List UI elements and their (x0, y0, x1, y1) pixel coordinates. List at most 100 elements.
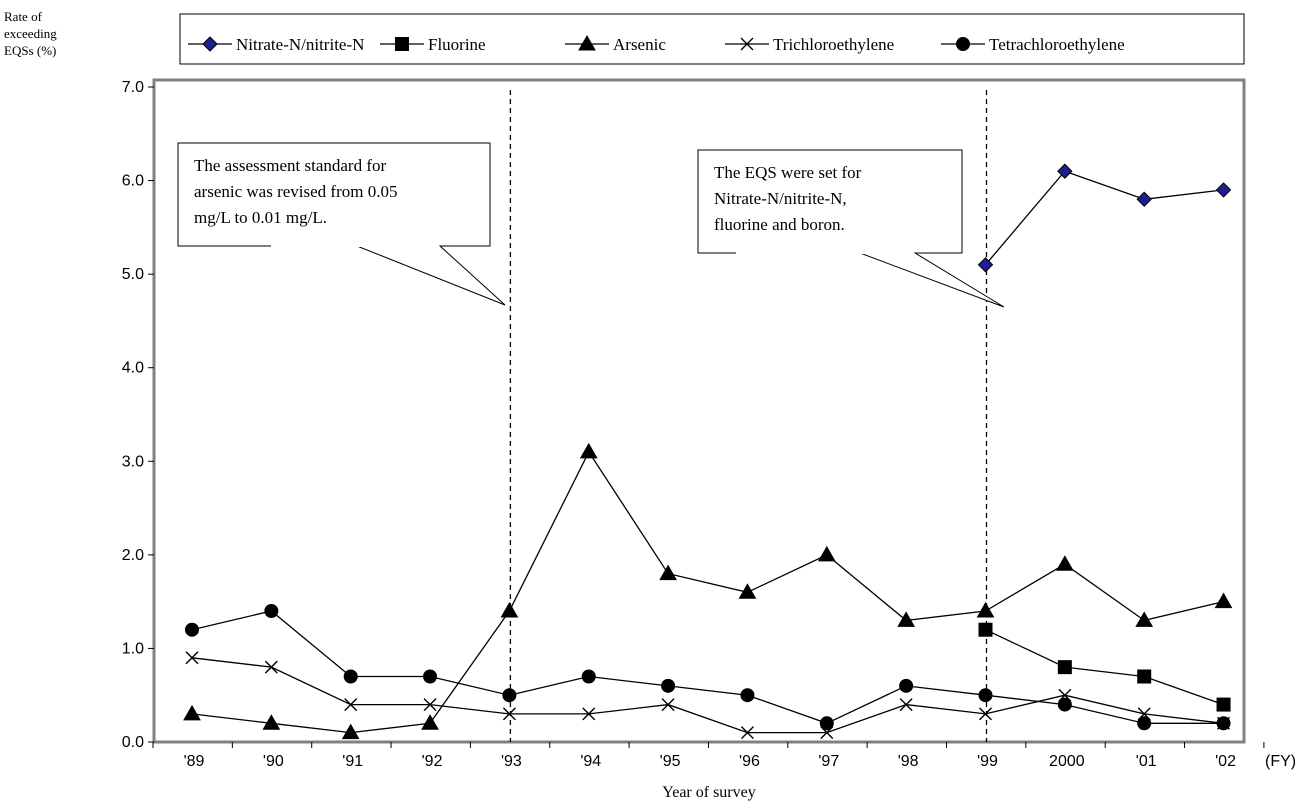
x-tick-label: '97 (818, 753, 839, 770)
y-axis: 0.0 1.0 2.0 3.0 4.0 5.0 6.0 7.0 (122, 79, 154, 751)
data-point (581, 669, 596, 684)
data-point (978, 688, 993, 703)
data-point (423, 669, 438, 684)
legend-item: Trichloroethylene (725, 35, 894, 54)
data-point (1215, 182, 1232, 198)
data-point (976, 601, 995, 618)
data-point (1137, 716, 1152, 731)
legend-items: Nitrate-N/nitrite-N Fluorine Arsenic Trichl… (188, 34, 1125, 54)
legend: Nitrate-N/nitrite-N Fluorine Arsenic Trichl… (179, 13, 1245, 65)
x-axis: '89 '90 '91 '92 '93 '94 '95 '96 '97 '98 '99 2000 '01… (152, 742, 1265, 770)
annotation-text-line: The assessment standard for (194, 156, 386, 175)
data-point (185, 622, 199, 637)
data-point (1135, 611, 1154, 627)
x-tick-label: '01 (1136, 753, 1157, 770)
legend-box (179, 13, 1245, 65)
annotation-callout-1: The EQS were set for Nitrate-N/nitrite-N,… (697, 149, 1005, 308)
x-tick-label: '95 (660, 753, 681, 770)
data-point (502, 688, 517, 703)
x-tick-label: '02 (1215, 753, 1236, 770)
x-axis-unit: (FY) (1265, 753, 1296, 770)
legend-marker (740, 37, 754, 51)
data-point (1217, 716, 1231, 730)
data-point (977, 257, 994, 273)
data-point (341, 723, 360, 740)
series-line (191, 450, 1224, 734)
data-point (899, 678, 914, 693)
x-tick-label: '92 (422, 753, 443, 770)
y-axis-label-line-2: exceeding (4, 26, 57, 41)
x-tick-label: '99 (977, 753, 998, 770)
data-point (1057, 163, 1073, 179)
legend-marker (578, 34, 596, 51)
annotation-text-line: Nitrate-N/nitrite-N, (714, 189, 847, 208)
legend-label: Fluorine (428, 35, 486, 54)
data-point (661, 678, 676, 693)
data-point (183, 704, 201, 721)
series-line (191, 657, 1224, 734)
data-point (264, 660, 278, 674)
data-point (740, 688, 755, 703)
annotation-text-line: The EQS were set for (714, 163, 862, 182)
y-tick-label: 4.0 (122, 360, 144, 377)
data-point (421, 714, 439, 730)
data-point (1058, 688, 1072, 702)
data-point (899, 698, 913, 712)
x-tick-label: '98 (898, 753, 919, 770)
data-point (343, 669, 358, 684)
data-point (1136, 191, 1152, 207)
y-tick-label: 7.0 (122, 79, 144, 96)
data-point (659, 564, 677, 581)
data-point (1055, 555, 1074, 571)
y-axis-label-line-3: EQSs (%) (4, 43, 56, 58)
data-point (738, 583, 757, 599)
data-point (820, 726, 834, 740)
data-point (1057, 660, 1072, 675)
y-tick-label: 6.0 (122, 173, 144, 190)
x-tick-label: '94 (580, 753, 601, 770)
series-line (985, 170, 1224, 266)
data-point (579, 442, 598, 459)
legend-label: Nitrate-N/nitrite-N (236, 35, 364, 54)
legend-item: Tetrachloroethylene (941, 35, 1125, 54)
y-tick-label: 0.0 (122, 734, 144, 751)
y-tick-label: 5.0 (122, 266, 144, 283)
annotation-text-line: arsenic was revised from 0.05 (194, 182, 397, 201)
y-tick-label: 3.0 (122, 453, 144, 470)
annotation-callout-0: The assessment standard for arsenic was r… (177, 142, 506, 306)
data-point (1137, 669, 1152, 684)
series-layer (183, 163, 1233, 740)
annotation-box (177, 142, 491, 247)
data-point (423, 698, 437, 712)
x-axis-label: Year of survey (662, 784, 755, 801)
data-point (740, 726, 754, 740)
annotations: The assessment standard for arsenic was r… (177, 142, 1005, 308)
annotation-box (697, 149, 963, 254)
y-tick-label: 2.0 (122, 547, 144, 564)
y-axis-label-line-1: Rate of (4, 9, 43, 24)
data-point (978, 622, 993, 637)
series-arsenic (183, 442, 1233, 740)
legend-item: Nitrate-N/nitrite-N (188, 35, 364, 54)
data-point (1137, 707, 1151, 721)
legend-label: Arsenic (613, 35, 666, 54)
legend-label: Trichloroethylene (773, 35, 894, 54)
data-point (819, 716, 834, 731)
series-nitrate-n-nitrite-n (977, 163, 1232, 273)
data-point (1214, 592, 1233, 609)
data-point (344, 698, 358, 712)
data-point (661, 698, 675, 712)
data-point (185, 651, 199, 665)
legend-item: Fluorine (380, 35, 486, 54)
x-tick-label: '90 (263, 753, 284, 770)
annotation-text-line: mg/L to 0.01 mg/L. (194, 208, 327, 227)
data-point (1216, 697, 1231, 712)
data-point (817, 545, 836, 562)
data-point (264, 604, 279, 618)
x-tick-label: 2000 (1049, 753, 1085, 770)
x-tick-label: '91 (342, 753, 363, 770)
legend-marker (395, 37, 409, 51)
x-tick-label: '89 (184, 753, 205, 770)
y-axis-label: Rate of exceeding EQSs (%) (4, 9, 60, 58)
legend-marker (956, 37, 970, 51)
